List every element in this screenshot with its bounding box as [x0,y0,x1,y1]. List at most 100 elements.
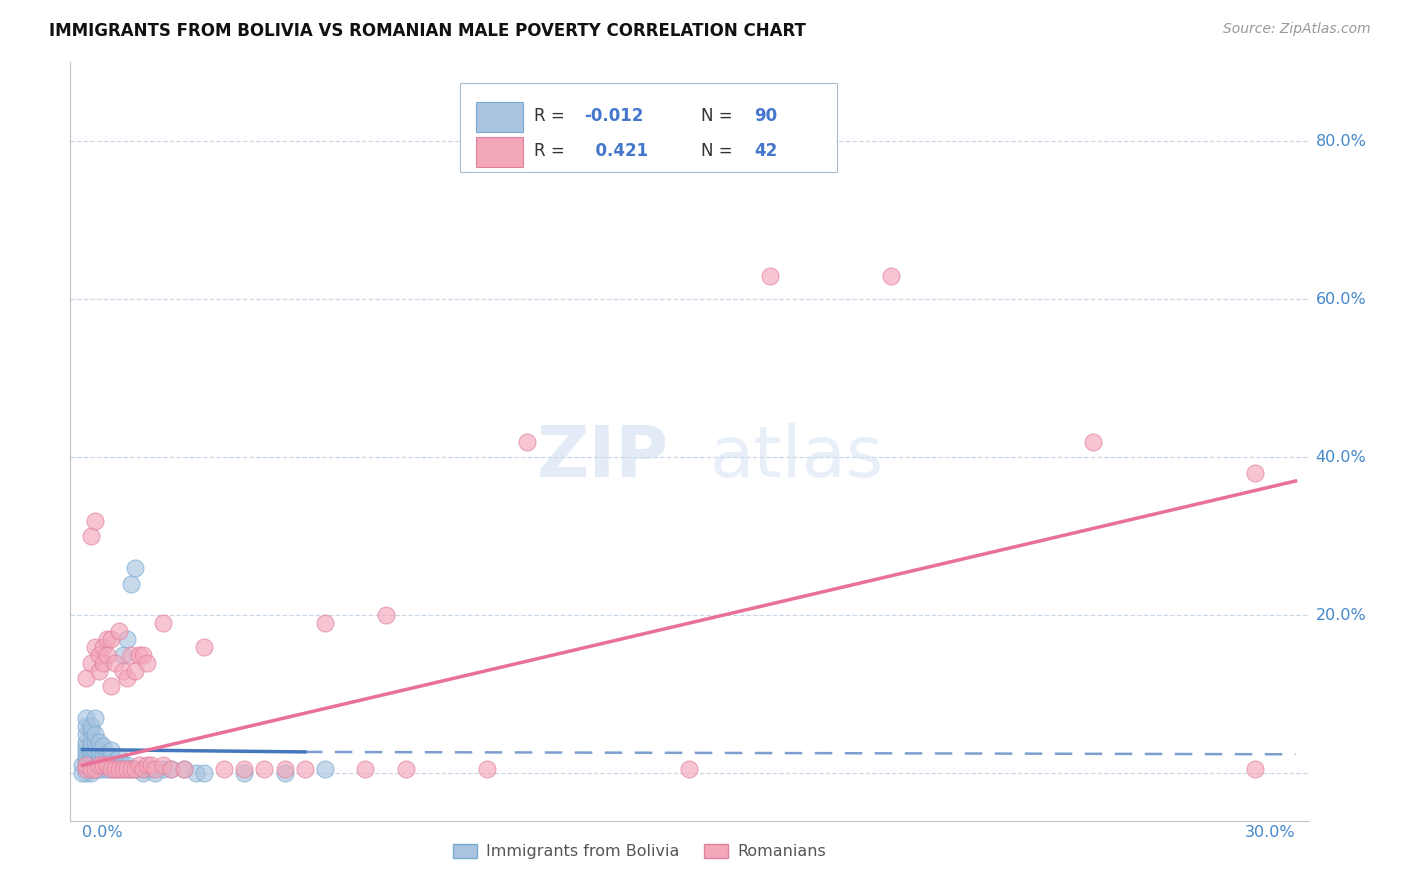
Point [100,762,122,776]
Point [91,758,114,772]
Point [143,762,166,776]
Point [132,762,155,776]
Point [96,758,118,772]
Point [115,762,138,776]
Text: 60.0%: 60.0% [1316,292,1367,307]
FancyBboxPatch shape [477,136,523,167]
Point [79,742,101,756]
Point [120,648,142,662]
Text: 30.0%: 30.0% [1244,824,1295,839]
Text: 90: 90 [755,106,778,125]
Point [100,742,122,756]
Point [87,742,110,756]
Point [72,766,94,780]
Point [83,755,105,769]
Point [87,750,110,764]
Point [104,762,127,776]
Point [136,758,159,772]
Point [516,434,538,449]
Point [83,727,105,741]
Point [880,268,903,283]
Point [91,758,114,772]
Point [79,734,101,748]
Point [173,762,195,776]
Point [79,766,101,780]
Point [124,762,146,776]
Point [294,762,316,776]
Point [678,762,700,776]
Point [79,656,101,670]
Point [314,616,336,631]
Point [273,766,295,780]
Legend: Immigrants from Bolivia, Romanians: Immigrants from Bolivia, Romanians [447,838,832,866]
Point [83,762,105,776]
Point [79,723,101,737]
Point [76,758,98,772]
Text: 40.0%: 40.0% [1316,450,1367,465]
Point [76,755,98,769]
Point [96,755,118,769]
Point [152,762,174,776]
Point [120,762,142,776]
Point [87,758,110,772]
Text: N =: N = [702,142,733,161]
Point [96,762,118,776]
FancyBboxPatch shape [477,102,523,132]
Point [79,762,101,776]
Point [91,640,114,654]
Point [96,632,118,646]
Point [79,739,101,753]
Point [253,762,276,776]
Point [100,758,122,772]
Point [115,762,138,776]
Point [83,640,105,654]
Point [96,648,118,662]
Point [108,758,131,772]
Point [100,750,122,764]
Point [136,656,159,670]
Point [76,672,98,686]
Point [87,734,110,748]
Point [83,758,105,772]
Point [72,758,94,772]
Point [141,762,163,776]
Point [475,762,498,776]
Point [76,739,98,753]
Point [100,679,122,693]
Point [184,766,207,780]
Point [120,576,142,591]
Text: -0.012: -0.012 [583,106,643,125]
Point [76,747,98,761]
Point [128,758,150,772]
Point [111,648,134,662]
Point [76,727,98,741]
Text: atlas: atlas [709,423,883,491]
Point [83,742,105,756]
Point [87,664,110,678]
Point [76,742,98,756]
Text: 42: 42 [755,142,778,161]
Point [759,268,782,283]
Point [108,624,131,639]
Point [76,762,98,776]
Point [83,762,105,776]
Point [128,648,150,662]
Text: N =: N = [702,106,733,125]
Point [91,747,114,761]
Point [132,762,155,776]
FancyBboxPatch shape [460,83,838,172]
Point [76,734,98,748]
Text: R =: R = [534,142,565,161]
Point [91,762,114,776]
Text: 0.0%: 0.0% [83,824,124,839]
Point [87,747,110,761]
Point [395,762,418,776]
Point [83,711,105,725]
Point [143,766,166,780]
Point [314,762,336,776]
Point [124,664,146,678]
Point [108,750,131,764]
Point [111,758,134,772]
Point [100,762,122,776]
Point [111,762,134,776]
